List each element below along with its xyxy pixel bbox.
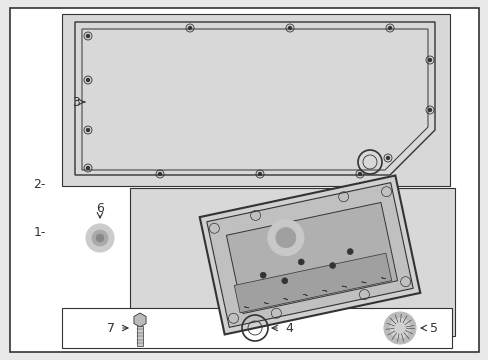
Circle shape [346, 248, 352, 255]
Circle shape [427, 108, 431, 112]
Circle shape [287, 26, 291, 30]
Circle shape [267, 220, 303, 256]
Text: 6: 6 [96, 202, 104, 215]
Circle shape [275, 228, 295, 248]
Circle shape [357, 172, 361, 176]
Bar [62, 14, 449, 186]
Circle shape [92, 230, 108, 246]
Polygon shape [226, 202, 397, 314]
Circle shape [298, 259, 304, 265]
Circle shape [258, 172, 262, 176]
Text: 2-: 2- [34, 177, 46, 190]
Text: 5: 5 [429, 321, 437, 334]
Bar [62, 308, 451, 348]
Text: 1-: 1- [34, 225, 46, 239]
Circle shape [86, 224, 114, 252]
Circle shape [187, 26, 192, 30]
Bar [137, 326, 142, 346]
Circle shape [96, 234, 104, 242]
Bar [130, 188, 454, 336]
Circle shape [387, 26, 391, 30]
Circle shape [86, 166, 90, 170]
Text: 7: 7 [107, 321, 115, 334]
Circle shape [281, 278, 287, 284]
Circle shape [385, 156, 389, 160]
Circle shape [389, 318, 409, 338]
Polygon shape [199, 176, 419, 334]
Polygon shape [206, 183, 412, 327]
Circle shape [86, 78, 90, 82]
Text: 3: 3 [72, 95, 80, 108]
Text: 4: 4 [285, 321, 292, 334]
Circle shape [260, 272, 265, 278]
Circle shape [329, 262, 335, 269]
Circle shape [158, 172, 162, 176]
Circle shape [427, 58, 431, 62]
Circle shape [383, 312, 415, 344]
Circle shape [86, 34, 90, 38]
Circle shape [86, 128, 90, 132]
Polygon shape [234, 253, 391, 313]
